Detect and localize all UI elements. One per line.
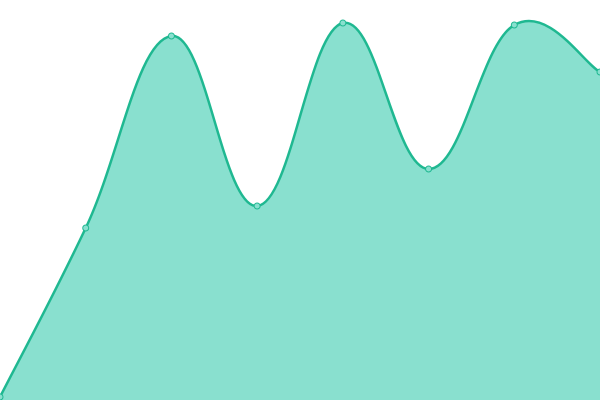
data-point — [0, 393, 4, 400]
data-point — [339, 19, 347, 27]
data-point — [510, 21, 518, 29]
data-point — [253, 202, 261, 210]
data-point — [82, 224, 90, 232]
area-fill — [0, 21, 600, 400]
data-point — [596, 68, 600, 76]
data-point — [167, 32, 175, 40]
area-line — [0, 19, 600, 398]
data-point — [425, 165, 433, 173]
